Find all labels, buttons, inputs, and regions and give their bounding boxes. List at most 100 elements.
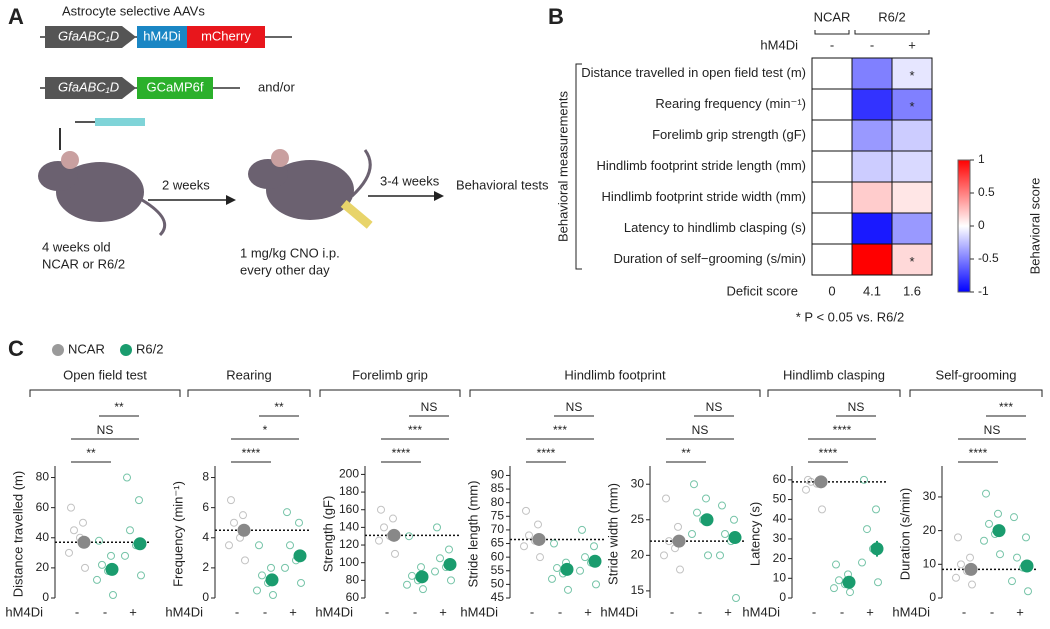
x-tick-label: + xyxy=(129,604,137,619)
mean-marker xyxy=(443,557,457,571)
significance-label: NS xyxy=(97,423,114,437)
data-point xyxy=(375,536,383,545)
data-point xyxy=(436,554,444,563)
data-point xyxy=(1022,533,1030,542)
bracket xyxy=(814,30,850,35)
panel-letter: B xyxy=(548,4,564,29)
mean-marker xyxy=(415,570,429,584)
y-tick-label: 6 xyxy=(202,500,209,514)
data-point xyxy=(445,545,453,554)
heat-cell xyxy=(851,243,893,276)
x-tick-label: - xyxy=(235,604,239,619)
x-tick-label: - xyxy=(558,604,562,619)
mouse-icon xyxy=(248,149,373,229)
y-tick-label: 120 xyxy=(339,537,359,551)
data-point xyxy=(1013,553,1021,562)
y-tick-label: 75 xyxy=(491,508,505,522)
group-header: Forelimb grip xyxy=(352,367,428,382)
data-point xyxy=(996,550,1004,559)
data-point xyxy=(874,578,882,587)
data-point xyxy=(295,518,303,527)
x-axis-label: hM4Di xyxy=(892,604,930,619)
significance-label: NS xyxy=(421,400,438,414)
mean-marker xyxy=(672,534,686,548)
significance-label: *** xyxy=(408,423,422,437)
heat-cell xyxy=(811,88,853,121)
data-point xyxy=(802,485,810,494)
significance-label: NS xyxy=(848,400,865,414)
aav-title: Astrocyte selective AAVs xyxy=(62,3,205,18)
data-point xyxy=(676,565,684,574)
treatment: + xyxy=(908,37,916,52)
group-header: Rearing xyxy=(226,367,272,382)
data-point xyxy=(70,526,78,535)
data-point xyxy=(522,506,530,515)
y-tick-label: 2 xyxy=(202,560,209,574)
heat-cell xyxy=(851,212,893,245)
panel-a: A Astrocyte selective AAVs GfaABC₁D hM4D… xyxy=(8,3,549,277)
data-point xyxy=(994,509,1002,518)
data-point xyxy=(297,578,305,587)
group-header: Open field test xyxy=(63,367,147,382)
y-tick-label: 0 xyxy=(929,590,936,604)
y-axis-label: Strength (gF) xyxy=(320,496,335,573)
deficit-label: Deficit score xyxy=(726,283,798,298)
mean-marker xyxy=(77,535,91,549)
group-label: Behavioral measurements xyxy=(555,90,570,242)
mean-marker xyxy=(870,542,884,556)
data-point xyxy=(550,539,558,548)
x-tick-label: - xyxy=(103,604,107,619)
data-point xyxy=(985,519,993,528)
y-tick-label: 70 xyxy=(491,522,505,536)
data-point xyxy=(581,553,589,562)
colorbar-label: Behavioral score xyxy=(1027,178,1042,275)
data-point xyxy=(255,541,263,550)
heat-cell xyxy=(851,88,893,121)
y-tick-label: 85 xyxy=(491,481,505,495)
reporter-box xyxy=(187,26,265,48)
promoter: GfaABC₁D xyxy=(58,79,119,94)
significance-label: **** xyxy=(537,446,556,460)
y-tick-label: 8 xyxy=(202,470,209,484)
mean-marker xyxy=(133,537,147,551)
data-point xyxy=(818,505,826,514)
treatment: - xyxy=(830,37,834,52)
heat-cell xyxy=(811,181,853,214)
legend-marker xyxy=(120,344,132,356)
y-axis-label: Duration (s/min) xyxy=(897,488,912,580)
data-point xyxy=(1024,587,1032,596)
bracket xyxy=(575,63,582,270)
column-header: R6/2 xyxy=(878,9,905,24)
data-point xyxy=(377,505,385,514)
data-point xyxy=(846,588,854,597)
y-tick-label: 20 xyxy=(631,548,645,562)
heat-cell xyxy=(891,243,933,276)
mean-marker xyxy=(560,562,574,576)
significance-label: *** xyxy=(999,400,1013,414)
group-bracket xyxy=(187,389,311,397)
x-tick-label: + xyxy=(866,604,874,619)
significance-label: ** xyxy=(86,446,96,460)
group-header: Hindlimb clasping xyxy=(783,367,885,382)
data-point xyxy=(258,571,266,580)
y-tick-label: 60 xyxy=(773,472,787,486)
mean-marker xyxy=(992,524,1006,538)
group-bracket xyxy=(469,389,761,397)
mouse-caption: NCAR or R6/2 xyxy=(42,256,125,271)
mean-marker xyxy=(237,523,251,537)
group-header: Self-grooming xyxy=(936,367,1017,382)
deficit-value: 0 xyxy=(828,283,835,298)
data-point xyxy=(968,580,976,589)
significance-label: NS xyxy=(984,423,1001,437)
x-tick-label: - xyxy=(840,604,844,619)
gene: hM4Di xyxy=(143,28,181,43)
colorbar xyxy=(957,159,971,293)
data-point xyxy=(98,560,106,569)
gene-box xyxy=(137,26,187,48)
heat-cell xyxy=(851,150,893,183)
row-label: Latency to hindlimb clasping (s) xyxy=(624,220,806,235)
y-tick-label: 0 xyxy=(779,590,786,604)
y-tick-label: 0 xyxy=(42,590,49,604)
x-axis-label: hM4Di xyxy=(165,604,203,619)
data-point xyxy=(674,522,682,531)
